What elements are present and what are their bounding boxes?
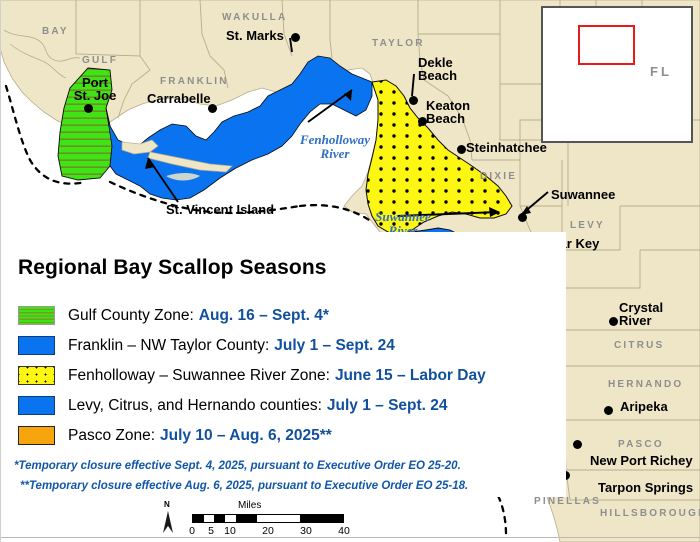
- legend-swatch-green-hatch: [18, 306, 55, 325]
- county-label-gulf: GULF: [82, 55, 119, 66]
- legend-swatch-yellow-dots: [18, 366, 55, 385]
- city-dot-steinhatchee: [457, 145, 466, 154]
- legend-dates-levy-citrus-hernando: July 1 – Sept. 24: [326, 396, 448, 414]
- county-label-hernando: HERNANDO: [608, 379, 684, 390]
- city-dot-st-marks: [291, 33, 300, 42]
- county-label-wakulla: WAKULLA: [222, 12, 288, 23]
- legend-dates-fenholloway-suwannee: June 15 – Labor Day: [334, 366, 486, 384]
- legend-label-levy-citrus-hernando: Levy, Citrus, and Hernando counties:: [68, 396, 322, 414]
- legend-dates-pasco: July 10 – Aug. 6, 2025**: [160, 426, 332, 444]
- legend-swatch-blue-south: [18, 396, 55, 415]
- inset-extent-box: [578, 25, 635, 65]
- scalebar-tick-30: 30: [300, 525, 312, 537]
- city-dot-aripeka: [604, 406, 613, 415]
- city-label-crystal-river: Crystal River: [619, 300, 664, 328]
- legend-label-pasco: Pasco Zone:: [68, 426, 156, 444]
- city-label-tarpon-springs: Tarpon Springs: [598, 480, 694, 495]
- city-dot-carrabelle: [208, 104, 217, 113]
- city-dot-keaton-beach: [418, 117, 427, 126]
- city-label-aripeka: Aripeka: [620, 399, 668, 414]
- county-label-franklin: FRANKLIN: [160, 76, 229, 87]
- city-dot-dekle-beach: [409, 96, 418, 105]
- city-label-st-vincent-island: St. Vincent Island: [166, 202, 275, 217]
- river-label-fenholloway: Fenholloway River: [299, 132, 371, 161]
- city-dot-port-st-joe: [84, 104, 93, 113]
- legend-row-fenholloway-suwannee: Fenholloway – Suwannee River Zone: June …: [18, 364, 486, 387]
- legend-footnote-1: *Temporary closure effective Sept. 4, 20…: [14, 460, 461, 472]
- scalebar-group: N Miles 0 5 10 20 30 40: [150, 500, 365, 540]
- zone-gulf-county: [57, 67, 113, 181]
- coastline-detail: [3, 29, 81, 79]
- county-label-dixie: DIXIE: [480, 171, 518, 182]
- city-label-steinhatchee: Steinhatchee: [466, 140, 547, 155]
- city-label-port-st-joe: Port St. Joe: [73, 75, 117, 103]
- county-label-citrus: CITRUS: [614, 340, 665, 351]
- legend-title: Regional Bay Scallop Seasons: [18, 256, 327, 279]
- county-label-levy: LEVY: [570, 220, 605, 231]
- city-label-carrabelle: Carrabelle: [147, 91, 211, 106]
- legend-row-gulf-county: Gulf County Zone: Aug. 16 – Sept. 4*: [18, 304, 329, 327]
- county-label-pinellas: PINELLAS: [534, 496, 602, 507]
- legend-footnote-2: **Temporary closure effective Aug. 6, 20…: [20, 480, 469, 492]
- county-label-hillsborough: HILLSBOROUGH: [600, 508, 700, 519]
- county-label-taylor: TAYLOR: [372, 38, 425, 49]
- scalebar-tick-0: 0: [189, 525, 195, 537]
- leader-lines: [145, 37, 549, 217]
- legend-dates-gulf-county: Aug. 16 – Sept. 4*: [198, 306, 329, 324]
- bottom-divider: [0, 537, 700, 538]
- legend-row-franklin-nw-taylor: Franklin – NW Taylor County: July 1 – Se…: [18, 334, 395, 357]
- city-dot-crystal-river: [609, 317, 618, 326]
- city-dot-suwannee: [518, 213, 527, 222]
- legend-dates-franklin-nw-taylor: July 1 – Sept. 24: [274, 336, 395, 354]
- legend-swatch-orange: [18, 426, 55, 445]
- city-label-new-port-richey: New Port Richey: [590, 453, 693, 468]
- city-dot-new-port-richey: [573, 440, 582, 449]
- north-arrow-icon: [163, 511, 173, 533]
- scalebar-tick-5: 5: [208, 525, 214, 537]
- inset-state-label: FL: [650, 64, 672, 79]
- city-label-st-marks: St. Marks: [226, 28, 284, 43]
- legend-label-gulf-county: Gulf County Zone:: [68, 306, 194, 324]
- county-label-bay: BAY: [42, 26, 69, 37]
- legend-label-franklin-nw-taylor: Franklin – NW Taylor County:: [68, 336, 270, 354]
- county-label-pasco: PASCO: [618, 439, 664, 450]
- scalebar-tick-20: 20: [262, 525, 274, 537]
- north-arrow-label: N: [164, 500, 170, 509]
- city-label-dekle-beach: Dekle Beach: [418, 55, 458, 83]
- scalebar-bar: [192, 514, 344, 523]
- st-vincent-island: [121, 139, 159, 155]
- legend-row-pasco: Pasco Zone: July 10 – Aug. 6, 2025**: [18, 424, 332, 447]
- scalebar-tick-10: 10: [224, 525, 236, 537]
- legend-row-levy-citrus-hernando: Levy, Citrus, and Hernando counties: Jul…: [18, 394, 448, 417]
- legend-panel: Regional Bay Scallop Seasons Gulf County…: [0, 232, 566, 497]
- city-label-keaton-beach: Keaton Beach: [426, 98, 471, 126]
- left-divider: [0, 0, 1, 542]
- city-label-suwannee: Suwannee: [551, 187, 616, 202]
- legend-swatch-blue-north: [18, 336, 55, 355]
- barrier-island-strip: [147, 151, 233, 173]
- scalebar-tick-40: 40: [338, 525, 350, 537]
- inset-map-frame: [541, 6, 693, 143]
- scalebar-units-label: Miles: [238, 500, 262, 511]
- legend-label-fenholloway-suwannee: Fenholloway – Suwannee River Zone:: [68, 366, 330, 384]
